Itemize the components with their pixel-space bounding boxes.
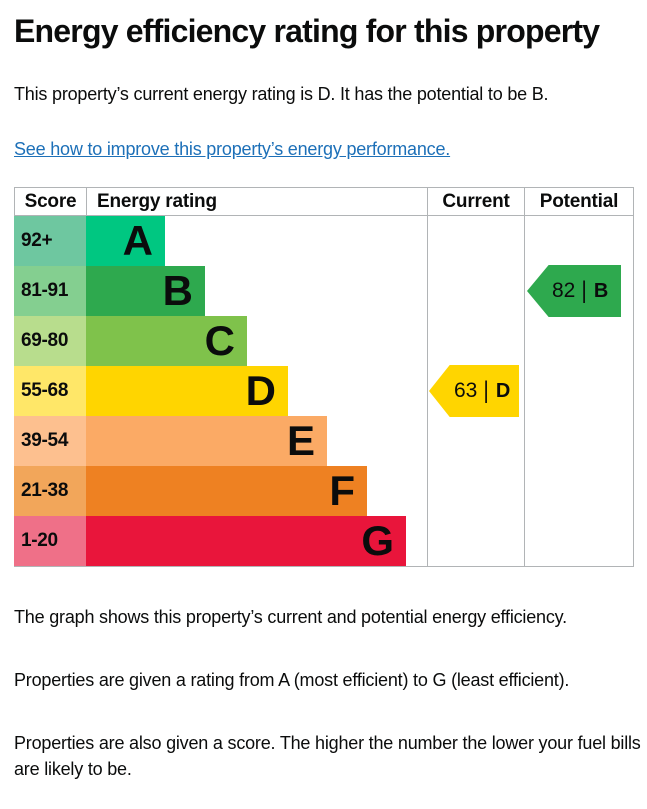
score-cell: 81-91	[14, 266, 86, 316]
rating-bar: F	[86, 466, 367, 516]
current-separator: |	[483, 377, 489, 404]
intro-text: This property’s current energy rating is…	[14, 84, 549, 104]
current-score: 63	[454, 379, 478, 402]
score-explanation-text: Properties are also given a score. The h…	[14, 733, 641, 779]
rating-bar: A	[86, 216, 165, 266]
potential-separator: |	[581, 277, 587, 304]
score-cell: 21-38	[14, 466, 86, 516]
rating-bar: B	[86, 266, 205, 316]
potential-band-letter: B	[593, 279, 609, 302]
rating-bar: G	[86, 516, 406, 566]
potential-column: Potential 82 | B	[524, 188, 633, 566]
band-row-g: 1-20 G	[14, 516, 427, 566]
band-row-c: 69-80 C	[14, 316, 427, 366]
rating-bar: C	[86, 316, 247, 366]
column-header-current: Current	[428, 188, 524, 216]
chart-bands-area: Score Energy rating 92+ A 81-91 B 69-80 …	[14, 188, 427, 566]
graph-description-text: The graph shows this property’s current …	[14, 607, 567, 627]
rating-explanation-text: Properties are given a rating from A (mo…	[14, 670, 570, 690]
current-arrow: 63 | D	[429, 365, 519, 417]
band-row-b: 81-91 B	[14, 266, 427, 316]
band-letter: D	[245, 367, 276, 414]
current-column: Current 63 | D	[427, 188, 524, 566]
band-letter: E	[286, 417, 315, 464]
score-cell: 1-20	[14, 516, 86, 566]
current-band-letter: D	[495, 379, 511, 402]
band-letter: C	[204, 317, 235, 364]
score-cell: 39-54	[14, 416, 86, 466]
band-row-a: 92+ A	[14, 216, 427, 266]
improve-performance-link[interactable]: See how to improve this property’s energ…	[14, 139, 451, 159]
band-letter: B	[162, 267, 193, 314]
band-letter: F	[329, 467, 355, 514]
column-header-energy-rating: Energy rating	[97, 191, 217, 212]
column-header-score: Score	[15, 188, 87, 215]
potential-arrow: 82 | B	[527, 265, 621, 317]
chart-header-row: Score Energy rating	[14, 188, 427, 216]
page-title: Energy efficiency rating for this proper…	[14, 13, 600, 49]
band-row-d: 55-68 D	[14, 366, 427, 416]
band-letter: G	[361, 517, 394, 564]
rating-bar: E	[86, 416, 327, 466]
score-cell: 55-68	[14, 366, 86, 416]
band-row-e: 39-54 E	[14, 416, 427, 466]
column-header-potential: Potential	[525, 188, 633, 216]
score-cell: 92+	[14, 216, 86, 266]
epc-page: Energy efficiency rating for this proper…	[14, 13, 641, 779]
band-letter: A	[122, 217, 153, 264]
score-cell: 69-80	[14, 316, 86, 366]
energy-rating-chart: Score Energy rating 92+ A 81-91 B 69-80 …	[14, 187, 634, 567]
band-row-f: 21-38 F	[14, 466, 427, 516]
potential-score: 82	[552, 279, 576, 302]
rating-bar: D	[86, 366, 288, 416]
